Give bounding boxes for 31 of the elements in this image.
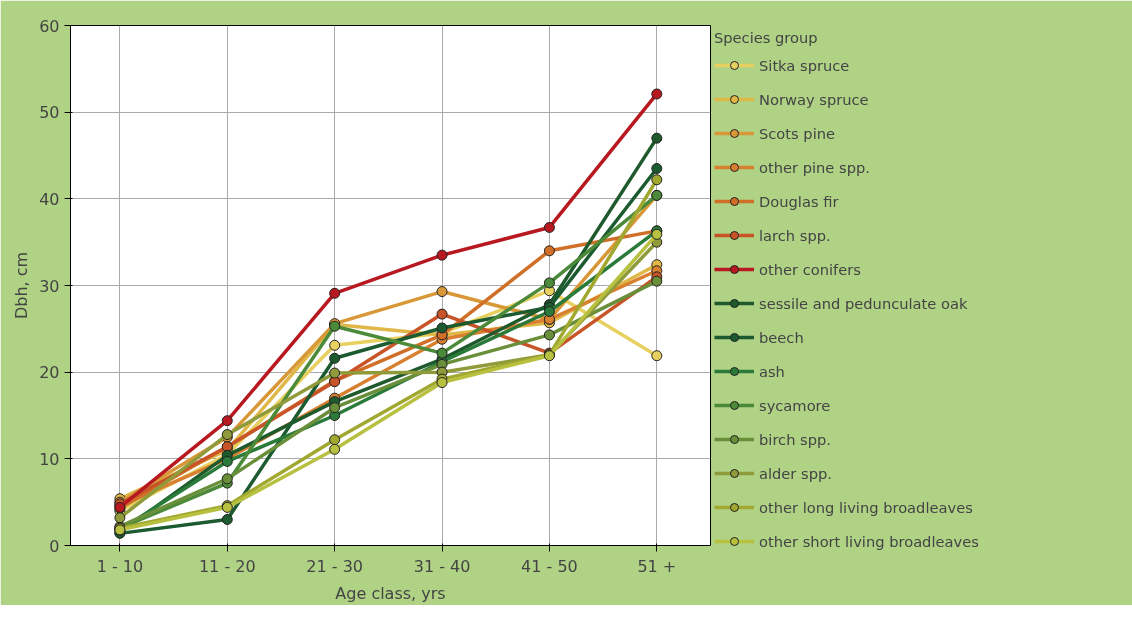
y-tick-label: 0	[49, 536, 60, 556]
legend-label: other long living broadleaves	[759, 497, 973, 518]
legend-label: ash	[759, 361, 785, 382]
legend-label: beech	[759, 327, 804, 348]
x-tick-label: 11 - 20	[198, 556, 256, 576]
y-tick-label: 60	[39, 16, 60, 36]
legend-label: larch spp.	[759, 225, 831, 246]
y-tick-label: 40	[39, 189, 60, 209]
legend-label: alder spp.	[759, 463, 832, 484]
y-tick-label: 20	[39, 363, 60, 383]
legend-label: Sitka spruce	[759, 55, 850, 76]
y-tick-label: 50	[39, 103, 60, 123]
legend-title: Species group	[714, 29, 819, 46]
legend-label: other pine spp.	[759, 157, 870, 178]
x-tick-label: 31 - 40	[413, 556, 471, 576]
y-tick-label: 10	[39, 449, 60, 469]
legend-label: sessile and pedunculate oak	[759, 293, 968, 314]
x-tick-label: 51 +	[637, 556, 677, 576]
legend-label: Norway spruce	[759, 89, 869, 110]
y-tick-label: 30	[39, 276, 60, 296]
legend-label: Scots pine	[759, 123, 836, 144]
y-axis-title: Dbh, cm	[12, 251, 32, 320]
x-tick-label: 41 - 50	[521, 556, 578, 576]
x-tick-label: 1 - 10	[96, 556, 144, 576]
legend-label: sycamore	[759, 395, 831, 416]
x-axis-title: Age class, yrs	[335, 583, 446, 603]
x-tick-label: 21 - 30	[306, 556, 363, 576]
legend-label: other conifers	[759, 259, 861, 280]
legend-label: birch spp.	[759, 429, 831, 450]
legend-label: other short living broadleaves	[759, 531, 979, 552]
legend-label: Douglas fir	[759, 191, 839, 212]
